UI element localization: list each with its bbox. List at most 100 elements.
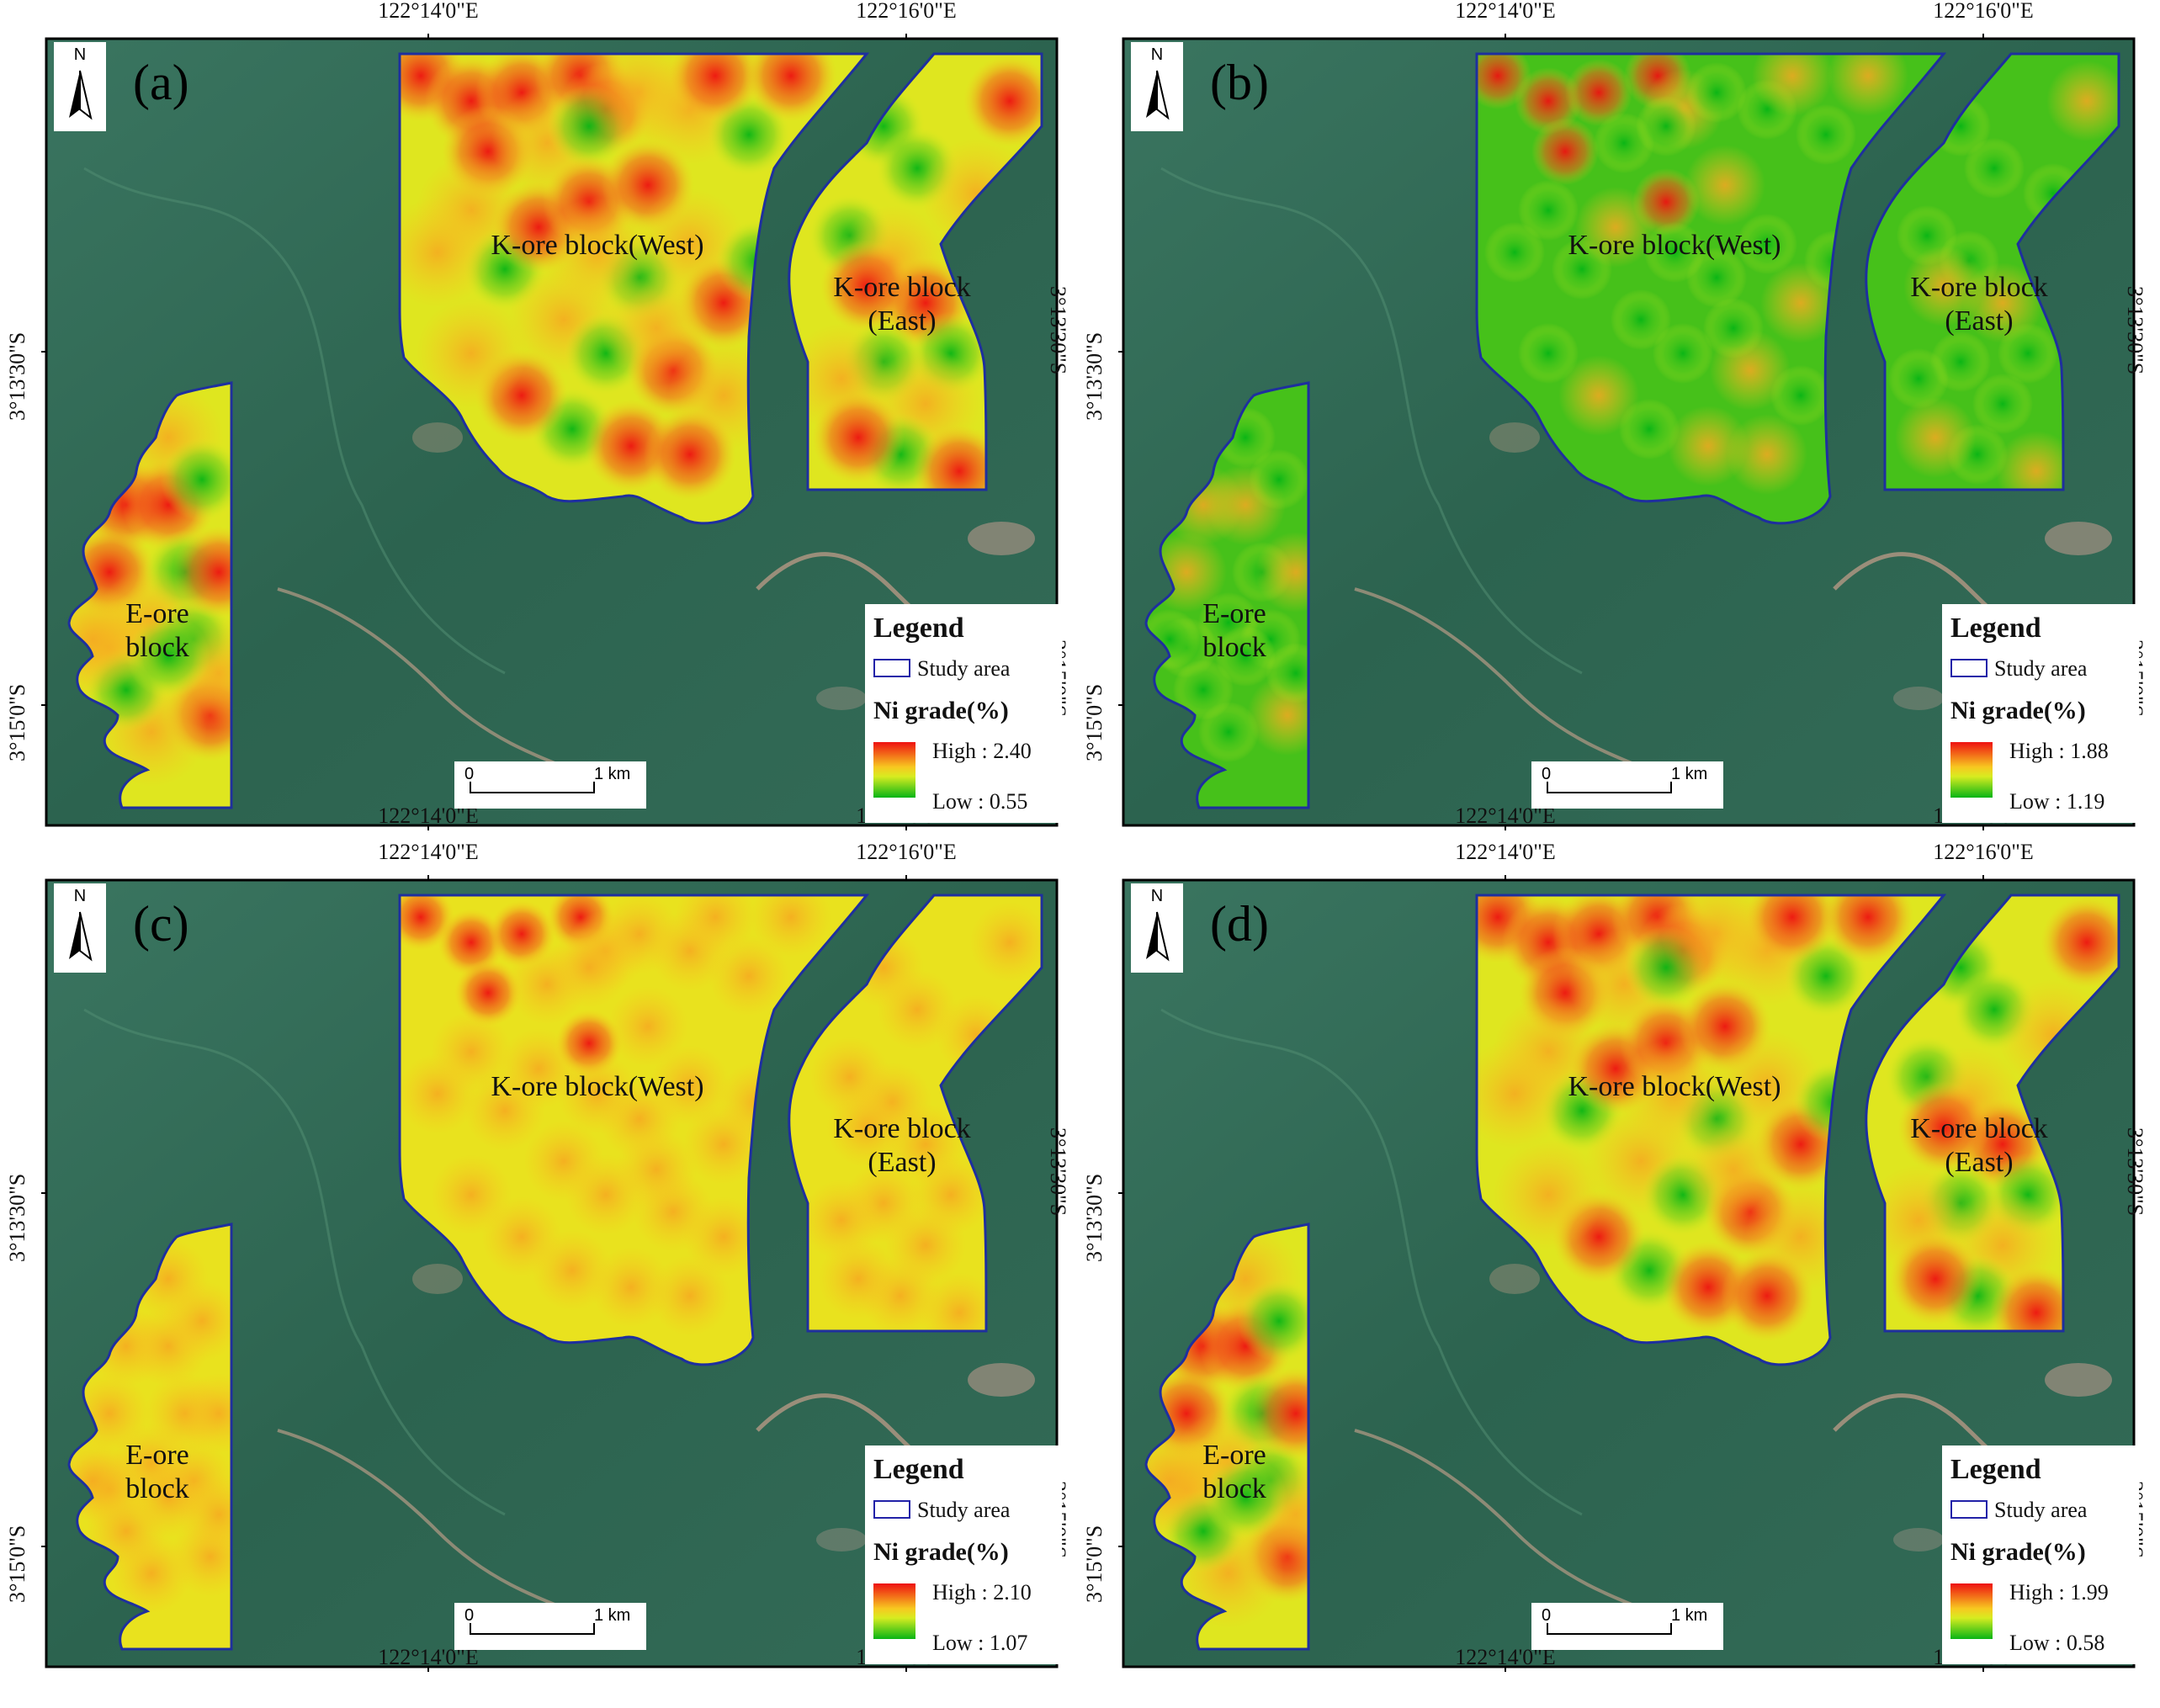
lat-label-left-2: 3°15'0"S [1082, 1525, 1107, 1603]
grade-patch [126, 614, 210, 698]
lon-label-top-1: 122°14'0"E [1455, 0, 1556, 23]
north-arrow-icon [1146, 70, 1170, 120]
lat-label-left-2: 3°15'0"S [1082, 683, 1107, 761]
lon-label-top-2: 122°16'0"E [1933, 0, 2034, 23]
lon-label-top-1: 122°14'0"E [378, 840, 479, 864]
study-area-label: Study area [1994, 1498, 2088, 1522]
grade-patch [172, 526, 231, 618]
grade-patch [820, 240, 913, 332]
lon-label-top-1: 122°14'0"E [1455, 840, 1556, 864]
lat-label-left-1: 3°13'30"S [1082, 1173, 1107, 1262]
block-west-surface [1475, 894, 1947, 1366]
block-east-outline [788, 894, 1043, 1333]
scale-zero: 0 [1542, 1606, 1552, 1625]
grade-patch [1237, 1279, 1308, 1363]
study-area-label: Study area [917, 656, 1011, 681]
grade-patch [616, 1129, 697, 1210]
grade-patch [1998, 323, 2058, 384]
color-ramp [873, 742, 915, 798]
map-canvas [1118, 34, 2139, 830]
ni-grade-title: Ni grade(%) [873, 1538, 1009, 1566]
block-east-outline [788, 52, 1043, 491]
block-e-outline [1144, 381, 1310, 809]
block-east-surface [1865, 894, 2120, 1333]
grade-patch [1888, 348, 1949, 409]
lon-label-top-2: 122°16'0"E [856, 840, 957, 864]
grade-patch [1796, 104, 1856, 165]
map-canvas [41, 875, 1062, 1672]
grade-patch [431, 1154, 512, 1235]
grade-patch [400, 895, 454, 951]
color-ramp [1950, 1583, 1993, 1639]
grade-patch [1484, 222, 1545, 283]
block-e-outline [67, 1223, 233, 1651]
lat-label-left-1: 3°13'30"S [5, 332, 29, 421]
ni-grade-title: Ni grade(%) [1950, 1538, 2086, 1566]
label-block-west: K-ore block(West) [1568, 230, 1781, 261]
legend-low: Low : 1.07 [932, 1631, 1028, 1655]
map-canvas [41, 34, 1062, 830]
block-west-surface [398, 894, 870, 1366]
lat-label-right-1: 3°13'30"S [2123, 1127, 2147, 1217]
grade-patch [1493, 1139, 1604, 1250]
legend: Legend Study area Ni grade(%) High : 2.1… [865, 1445, 1062, 1664]
north-label: N [1150, 887, 1164, 905]
grade-patch [1249, 449, 1308, 510]
scale-tick-end [593, 782, 595, 793]
grade-patch [1668, 406, 1749, 486]
grade-patch [160, 438, 231, 522]
legend-high: High : 1.88 [2009, 739, 2109, 763]
map-panel-d: 122°14'0"E 122°16'0"E 122°14'0"E 122°16'… [1077, 841, 2154, 1683]
scale-tick-end [1670, 1623, 1672, 1635]
grade-patch [913, 425, 1006, 490]
north-arrow-icon [1146, 911, 1170, 962]
grade-patch [557, 1053, 638, 1134]
grade-patch [669, 54, 762, 122]
north-label: N [1150, 45, 1164, 64]
grade-patch [963, 55, 1042, 147]
block-west-outline [1475, 894, 1947, 1366]
color-ramp [873, 1583, 915, 1639]
grade-patch [1822, 895, 1914, 963]
label-block-east: K-ore block (East) [1910, 272, 2048, 337]
grade-patch [1678, 1114, 1789, 1225]
grade-patch [601, 273, 712, 384]
label-block-west: K-ore block(West) [491, 1071, 704, 1102]
panel-letter: (d) [1210, 896, 1269, 952]
north-label: N [73, 887, 87, 905]
label-block-east: K-ore block (East) [833, 1113, 971, 1179]
scale-bar: 0 1 km [1531, 1603, 1723, 1650]
grade-patch [919, 1272, 1000, 1331]
lat-label-right-1: 3°13'30"S [2123, 286, 2147, 375]
lat-label-left-1: 3°13'30"S [1082, 332, 1107, 421]
north-arrow: N [1131, 42, 1183, 131]
block-east-surface [788, 894, 1043, 1333]
panel-letter: (b) [1210, 55, 1269, 110]
scale-tick-end [593, 1623, 595, 1635]
grade-patch [1685, 145, 1765, 225]
grade-patch [1897, 1081, 1990, 1174]
study-area-swatch [873, 659, 910, 677]
scale-line [1547, 792, 1671, 793]
block-east-outline [1865, 52, 2120, 491]
grade-patch [591, 1247, 671, 1328]
grade-patch [416, 298, 527, 409]
scale-tick-end [1670, 782, 1672, 793]
label-block-e: E-ore block [1202, 1440, 1266, 1505]
grade-patch [1895, 397, 1976, 478]
grade-patch [1215, 626, 1276, 687]
grade-patch [1721, 1249, 1813, 1342]
legend-high: High : 2.40 [932, 739, 1032, 763]
grade-patch [683, 1196, 764, 1277]
legend: Legend Study area Ni grade(%) High : 1.9… [1942, 1445, 2139, 1664]
legend-title: Legend [873, 613, 964, 644]
scale-line [1547, 1633, 1671, 1635]
legend-low: Low : 0.58 [2009, 1631, 2105, 1655]
north-label: N [73, 45, 87, 64]
grade-patch [1752, 54, 1833, 116]
scale-line [470, 792, 594, 793]
block-west-outline [1475, 52, 1947, 525]
north-arrow: N [54, 883, 106, 973]
grade-patch [1903, 246, 1984, 326]
grade-patch [1686, 62, 1747, 123]
